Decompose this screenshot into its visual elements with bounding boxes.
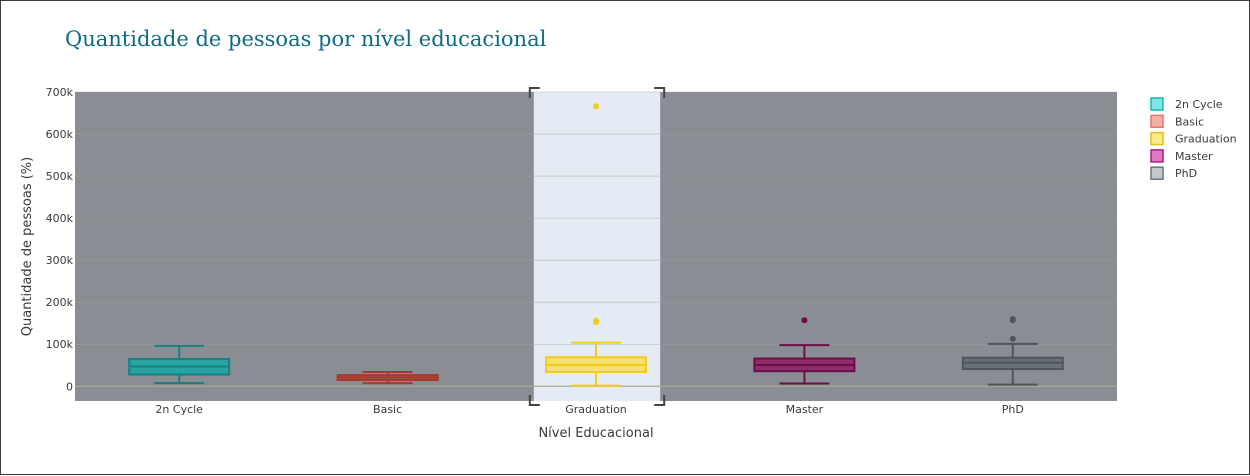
x-tick-label: Graduation [565,403,627,416]
box-graduation [545,103,647,387]
outlier-point [1009,316,1016,323]
y-tick-label: 300k [46,254,74,267]
legend-label: Basic [1175,115,1204,128]
x-tick-label: Master [786,403,824,416]
x-tick-label: 2n Cycle [155,403,203,416]
legend-swatch [1150,149,1164,163]
outlier-point [593,103,599,110]
legend-item-phd[interactable]: PhD [1150,166,1197,180]
selection-corner-icon [654,395,666,406]
chart-title: Quantidade de pessoas por nível educacio… [65,27,547,51]
legend-label: 2n Cycle [1175,98,1223,111]
legend-label: PhD [1175,167,1197,180]
selection-corner-markers [528,87,666,406]
outlier-point [593,317,599,324]
legend-label: Graduation [1175,133,1237,146]
x-tick-label: PhD [1002,403,1024,416]
outlier-point [801,317,808,324]
legend[interactable]: 2n Cycle Basic Graduation Master PhD [1150,97,1237,180]
legend-item-master[interactable]: Master [1150,149,1213,163]
box-basic [336,370,439,385]
legend-swatch [1150,97,1164,111]
box-master [753,317,856,385]
y-tick-label: 200k [46,296,74,309]
x-axis-title: Nível Educacional [538,426,653,441]
legend-swatch [1150,114,1164,129]
y-tick-label: 100k [46,338,74,351]
selection-corner-icon [654,87,666,98]
outlier-point [1009,335,1016,342]
legend-swatch [1150,166,1164,180]
y-tick-label: 500k [46,170,74,183]
y-tick-label: 600k [46,128,74,141]
legend-item-graduation[interactable]: Graduation [1150,131,1237,146]
y-axis-ticks: 0 100k 200k 300k 400k 500k 600k 700k [46,86,74,393]
x-tick-label: Basic [373,403,402,416]
y-tick-label: 0 [66,380,73,393]
selection-corner-icon [528,87,540,98]
boxes [128,103,1064,387]
y-tick-label: 700k [46,86,74,99]
legend-swatch [1150,131,1164,146]
y-tick-label: 400k [46,212,74,225]
box-2n-cycle [128,344,231,385]
legend-label: Master [1175,150,1213,163]
y-axis-title: Quantidade de pessoas (%) [20,157,35,337]
legend-item-2n-cycle[interactable]: 2n Cycle [1150,97,1223,111]
selection-corner-icon [528,395,540,406]
x-axis-ticks: 2n Cycle Basic Graduation Master PhD [155,403,1023,416]
box-phd [961,316,1064,386]
legend-item-basic[interactable]: Basic [1150,114,1204,129]
